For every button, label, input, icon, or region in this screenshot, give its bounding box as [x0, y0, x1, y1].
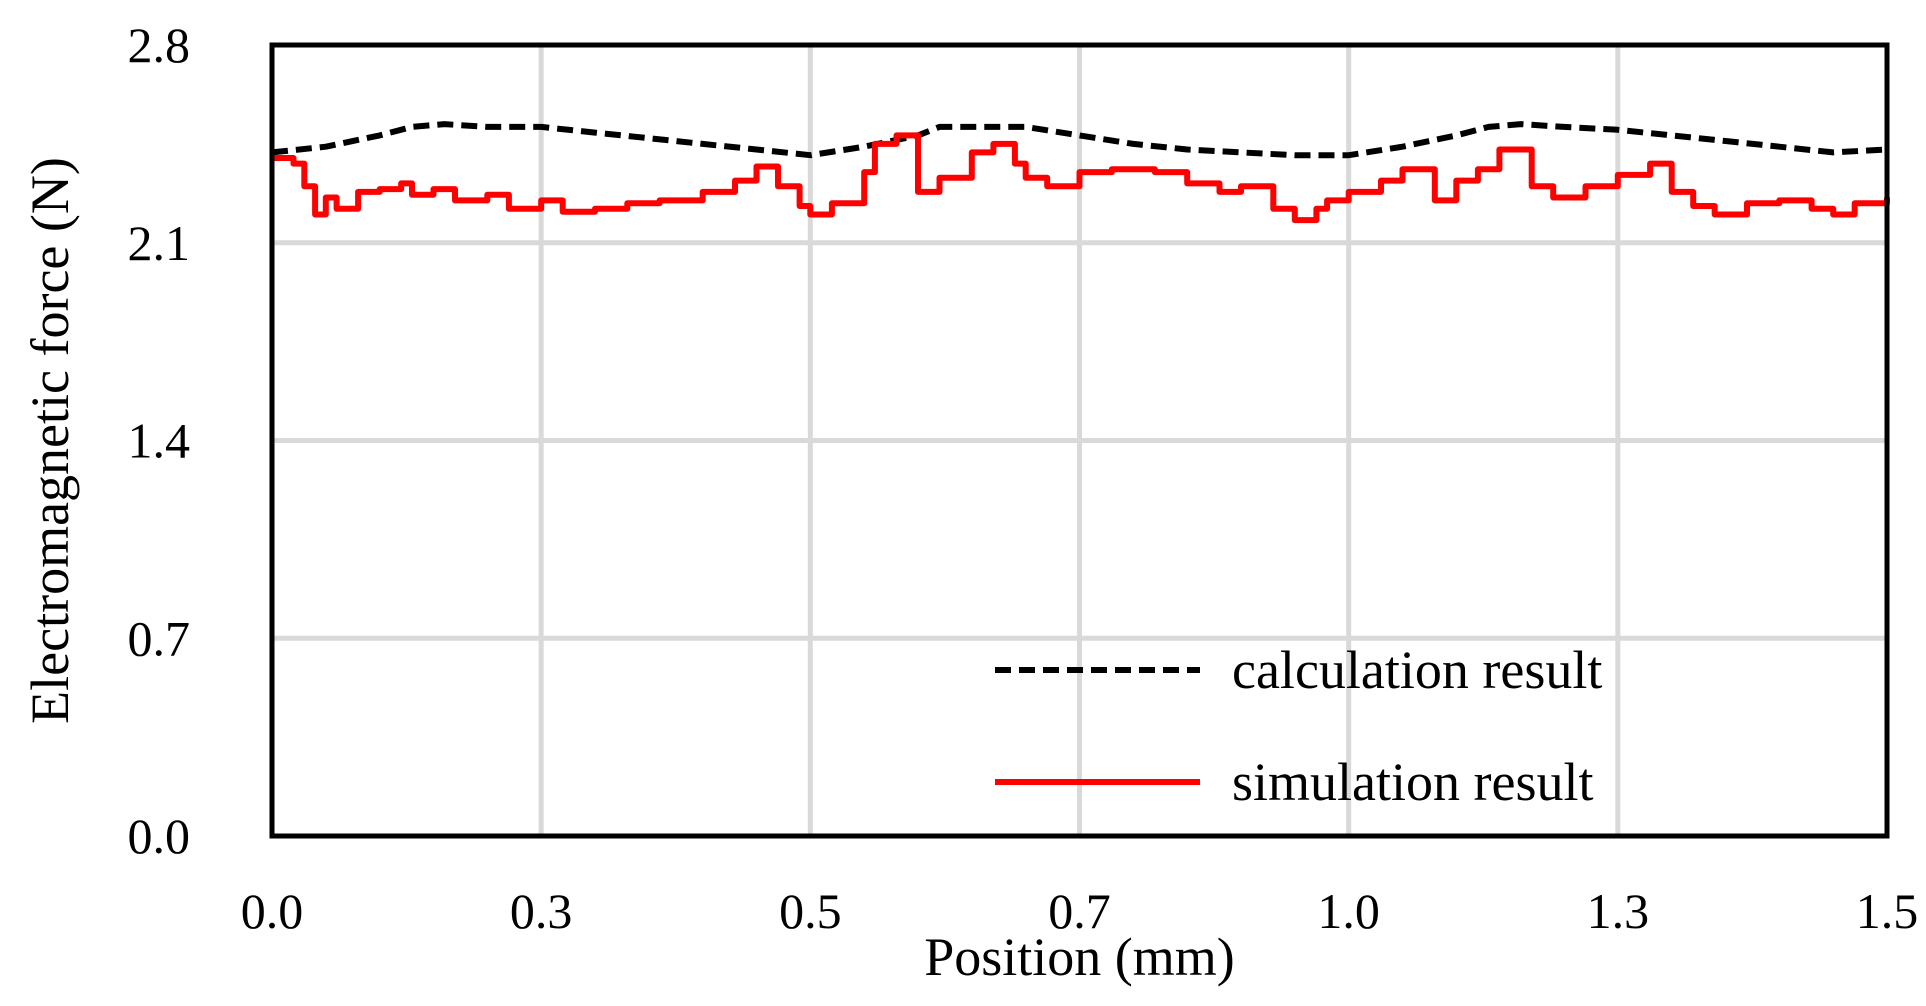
- grid-lines: [269, 42, 1890, 839]
- x-tick-label: 1.5: [1856, 883, 1919, 939]
- y-axis-title: Electromagnetic force (N): [20, 157, 80, 724]
- series-line-calculation-result: [271, 121, 1888, 159]
- x-tick-label: 1.3: [1587, 883, 1650, 939]
- series-line-simulation-result: [272, 132, 1890, 224]
- y-tick-label: 2.8: [128, 17, 191, 73]
- legend-label-simulation-result: simulation result: [1232, 752, 1593, 812]
- legend: calculation result simulation result: [995, 640, 1602, 812]
- y-tick-label: 0.0: [128, 808, 191, 864]
- x-axis-title: Position (mm): [924, 927, 1235, 987]
- x-tick-label: 0.5: [779, 883, 842, 939]
- x-tick-label: 0.3: [510, 883, 573, 939]
- tick-labels: 0.0 0.3 0.5 0.7 1.0 1.3 1.5 0.0 0.7 1.4 2.1 2.8: [128, 17, 1919, 939]
- x-tick-label: 0.7: [1048, 883, 1111, 939]
- series-lines: [271, 121, 1890, 224]
- x-tick-label: 0.0: [241, 883, 304, 939]
- legend-label-calculation-result: calculation result: [1232, 640, 1602, 700]
- y-tick-label: 1.4: [128, 413, 191, 469]
- y-tick-label: 2.1: [128, 215, 191, 271]
- y-tick-label: 0.7: [128, 610, 191, 666]
- plot-frame: [269, 42, 1890, 839]
- x-tick-label: 1.0: [1317, 883, 1380, 939]
